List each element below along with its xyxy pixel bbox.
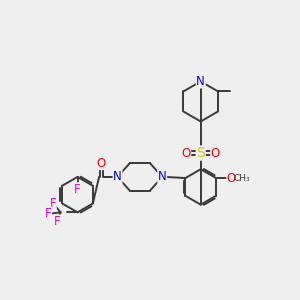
- Text: F: F: [50, 196, 56, 210]
- Text: O: O: [97, 157, 106, 169]
- Text: O: O: [182, 146, 191, 160]
- Text: F: F: [45, 207, 52, 220]
- Text: F: F: [74, 183, 81, 196]
- Text: N: N: [196, 75, 205, 88]
- Text: N: N: [113, 170, 122, 183]
- Text: F: F: [54, 215, 61, 228]
- Text: CH₃: CH₃: [233, 174, 250, 183]
- Text: S: S: [196, 146, 205, 160]
- Text: O: O: [227, 172, 236, 184]
- Text: N: N: [158, 170, 167, 183]
- Text: O: O: [211, 146, 220, 160]
